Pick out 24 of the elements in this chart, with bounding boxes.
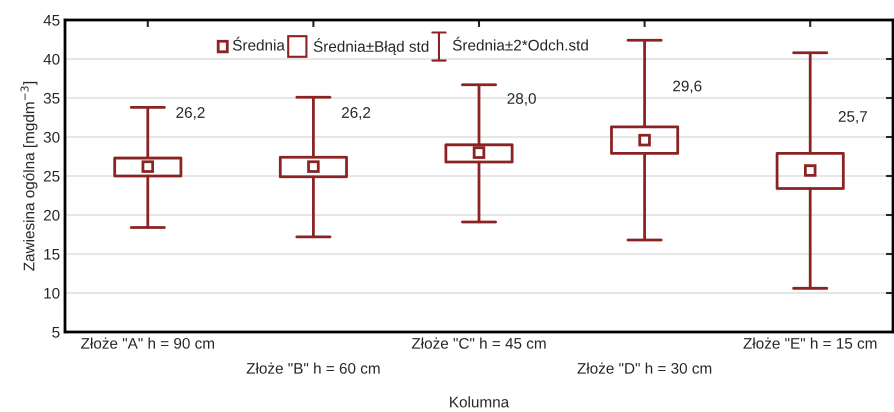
x-tick-label: Złoże "E" h = 15 cm xyxy=(743,338,876,349)
y-tick-label: 5 xyxy=(52,327,60,338)
text: 26,2 xyxy=(176,107,205,120)
annotation: Średnia±2*Odch.std xyxy=(452,36,588,51)
annotation: Średnia±Błąd std xyxy=(314,38,428,55)
y-axis-title: Zawiesina ogólna [mgdm$^{−3}$] xyxy=(20,82,38,271)
annotation: Średnia xyxy=(232,36,285,51)
x-tick-label: Złoże "B" h = 60 cm xyxy=(246,362,380,374)
y-tick-label: 10 xyxy=(44,288,60,299)
text: 28,0 xyxy=(508,93,536,106)
y-tick-label: 35 xyxy=(44,92,60,104)
y-tick-label: 20 xyxy=(44,210,60,221)
y-tick-label: 15 xyxy=(44,249,60,260)
text: 25,7 xyxy=(838,111,867,124)
x-axis-title: Kolumna xyxy=(450,396,510,408)
text: 29,6 xyxy=(673,80,702,94)
x-tick-label: Złoże "D" h = 30 cm xyxy=(577,362,712,374)
y-tick-label: 30 xyxy=(44,132,60,143)
x-tick-label: Złoże "C" h = 45 cm xyxy=(412,338,546,349)
y-tick-label: 25 xyxy=(44,170,60,182)
y-tick-label: 40 xyxy=(44,54,60,65)
x-tick-label: Złoże "A" h = 90 cm xyxy=(81,338,214,349)
text: 26,2 xyxy=(342,107,370,120)
y-tick-label: 45 xyxy=(44,15,60,26)
